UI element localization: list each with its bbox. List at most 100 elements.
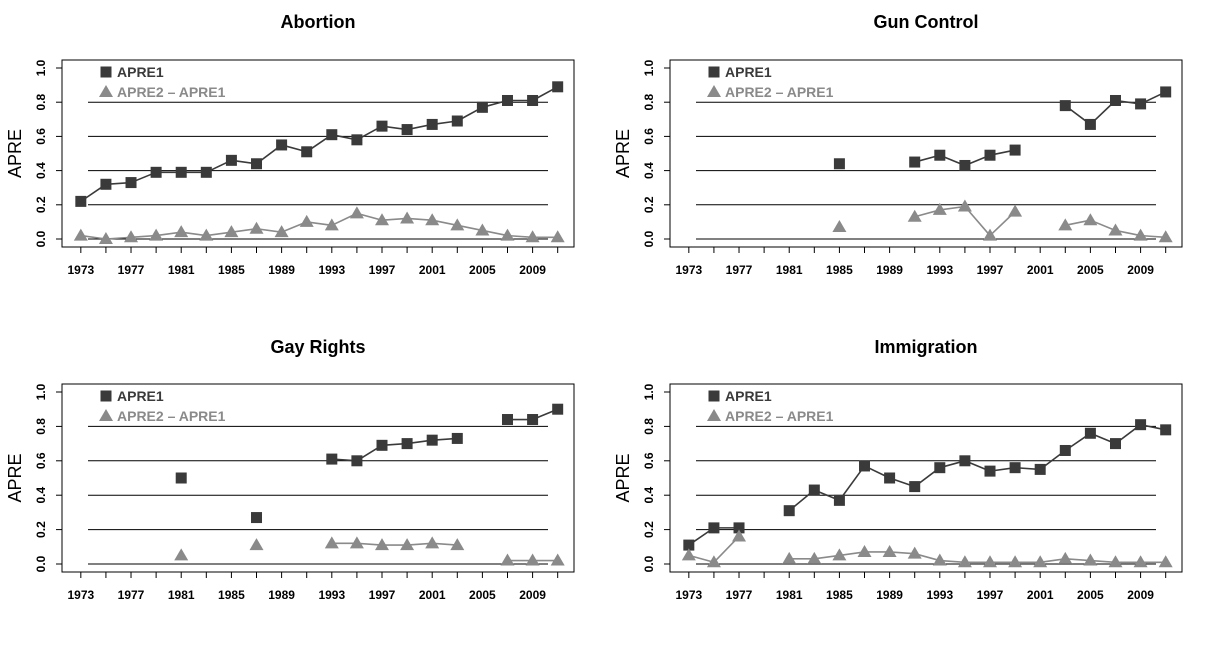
x-tick-label: 1973 [67,588,94,602]
apre2-minus-apre1-point [706,555,721,568]
x-tick-label: 1989 [268,588,295,602]
chart-title: Immigration [874,337,977,357]
apre2-minus-apre1-point [550,553,565,566]
apre1-point [1059,444,1071,456]
apre1-point [1084,427,1096,439]
apre1-point [326,129,338,141]
apre1-point [376,120,388,132]
legend-marker-triangle-icon [707,409,721,421]
legend-marker-square-icon [100,390,112,402]
x-tick-label: 1973 [67,263,94,277]
apre2-minus-apre1-point [149,228,164,241]
x-tick-label: 1973 [675,263,702,277]
x-tick-label: 1997 [369,263,396,277]
apre2-minus-apre1-point [832,548,847,561]
apre1-point [426,434,438,446]
apre2-minus-apre1-point [832,220,847,233]
apre2-minus-apre1-point [1058,551,1073,564]
y-tick-label: 0.6 [34,128,48,145]
chart-panel-gay-rights: Gay Rights APRE 0.0 0.2 0.4 0.6 0.8 1.0 1973 1977… [5,337,575,602]
x-tick-label: 1993 [318,263,345,277]
y-tick-label: 0.2 [642,521,656,538]
apre2-minus-apre1-point [1008,204,1023,217]
chart-title: Abortion [281,12,356,32]
y-tick-label: 0.8 [642,418,656,435]
x-tick-label: 1985 [218,588,245,602]
y-tick-label: 0.8 [34,418,48,435]
legend-label-apre1: APRE1 [117,64,164,80]
apre1-point [1135,419,1147,431]
apre1-point [501,414,513,426]
apre1-point [1059,100,1071,112]
y-tick-label: 0.0 [642,230,656,247]
apre1-point [175,472,187,484]
x-tick-label: 1989 [268,263,295,277]
x-tick-label: 1981 [168,588,195,602]
apre2-minus-apre1-point [1058,218,1073,231]
apre1-point [984,465,996,477]
apre1-point [959,455,971,467]
apre2-minus-apre1-point [1133,228,1148,241]
apre2-minus-apre1-point [857,544,872,557]
y-tick-label: 0.6 [642,452,656,469]
apre1-point [451,432,463,444]
apre2-minus-apre1-point [199,228,214,241]
y-tick-label: 0.2 [642,196,656,213]
apre1-point [225,154,237,166]
apre2-minus-apre1-point [224,225,239,238]
apre1-point [909,156,921,168]
legend-marker-triangle-icon [707,85,721,97]
apre2-minus-apre1-point [299,214,314,227]
y-tick-label: 0.4 [34,487,48,504]
y-tick-label: 1.0 [34,383,48,400]
y-tick-label: 1.0 [34,59,48,76]
apre2-minus-apre1-point [932,553,947,566]
apre1-point [1135,98,1147,110]
legend-marker-square-icon [708,66,720,78]
y-tick-label: 0.6 [34,452,48,469]
legend-marker-triangle-icon [99,409,113,421]
x-tick-label: 2005 [469,263,496,277]
x-tick-label: 1977 [118,588,145,602]
apre1-point [808,484,820,496]
chart-panel-abortion: Abortion APRE 0.0 0.2 0.4 0.6 0.8 1.0 1973 1977 19… [5,12,575,277]
y-tick-label: 0.4 [642,487,656,504]
legend-label-apre1: APRE1 [725,388,772,404]
apre1-point [501,94,513,106]
apre2-minus-apre1-point [174,225,189,238]
apre1-point [1160,86,1172,98]
apre1-point [301,146,313,158]
apre1-point [251,158,263,170]
apre2-minus-apre1-point [957,199,972,212]
apre2-minus-apre1-point [957,555,972,568]
plot-frame [61,383,575,573]
y-tick-label: 1.0 [642,383,656,400]
apre2-minus-apre1-point [1008,555,1023,568]
series-apre1-line [838,465,866,501]
apre1-point [401,124,413,136]
y-tick-label: 0.4 [642,162,656,179]
x-tick-label: 1977 [118,263,145,277]
apre2-minus-apre1-point [1033,555,1048,568]
plot-frame [61,59,575,248]
legend-marker-square-icon [708,390,720,402]
x-tick-label: 1993 [926,588,953,602]
apre2-minus-apre1-point [1158,555,1173,568]
legend-label-apre1: APRE1 [725,64,772,80]
apre2-minus-apre1-point [907,546,922,559]
x-tick-label: 2005 [469,588,496,602]
plot-frame [669,383,1183,573]
y-tick-label: 0.8 [642,94,656,111]
apre2-minus-apre1-point [174,548,189,561]
legend-marker-square-icon [100,66,112,78]
apre2-minus-apre1-point [425,213,440,226]
x-tick-label: 1981 [776,263,803,277]
apre2-minus-apre1-point [525,553,540,566]
y-tick-label: 0.2 [34,521,48,538]
apre2-minus-apre1-point [425,536,440,549]
x-tick-label: 1989 [876,263,903,277]
apre2-minus-apre1-point [1083,553,1098,566]
y-axis-label: APRE [5,453,25,502]
apre2-minus-apre1-point [1158,230,1173,243]
